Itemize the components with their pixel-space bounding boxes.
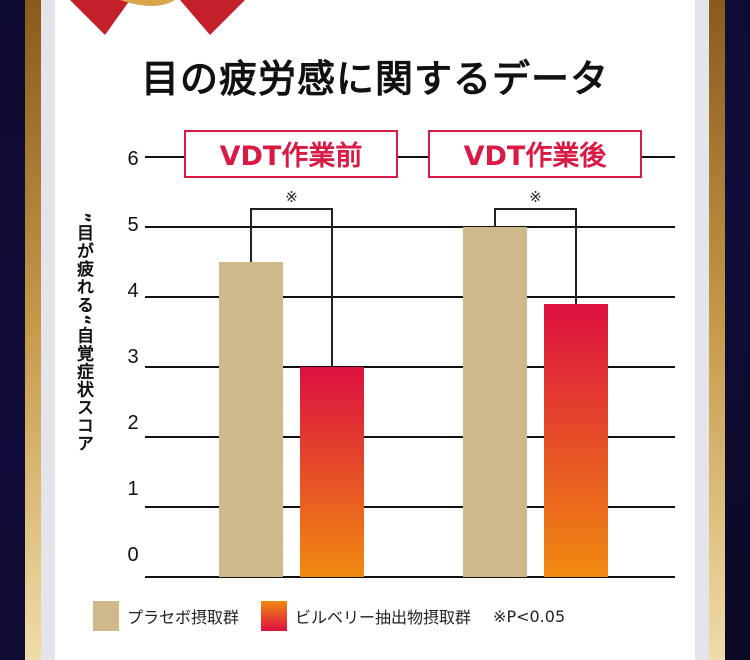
bar-placebo <box>463 227 527 577</box>
y-tick-label: 5 <box>127 214 138 236</box>
y-tick-label: 6 <box>127 148 138 170</box>
category-label-box <box>184 130 398 178</box>
category-label: VDT作業後 <box>464 141 608 172</box>
gold-frame-right <box>709 0 725 660</box>
y-tick-label: 3 <box>127 346 138 368</box>
category-label-box <box>428 130 642 178</box>
bar-bilberry <box>300 367 364 577</box>
significance-mark: ※ <box>529 188 542 206</box>
category-label: VDT作業前 <box>220 140 363 172</box>
legend: プラセボ摂取群 ビルベリー抽出物摂取群 ※P<0.05 <box>93 600 565 632</box>
legend-label-bilberry: ビルベリー抽出物摂取群 <box>295 608 472 627</box>
y-tick-label: 1 <box>127 478 138 500</box>
y-tick-label: 2 <box>127 412 138 434</box>
legend-label-placebo: プラセボ摂取群 <box>127 608 240 627</box>
significance-bracket <box>494 208 577 304</box>
significance-mark: ※ <box>285 188 298 206</box>
significance-bracket <box>250 208 333 367</box>
y-tick-label: 0 <box>127 544 138 566</box>
gold-frame-left <box>25 0 41 660</box>
legend-swatch-bilberry <box>261 601 288 631</box>
y-tick-label: 4 <box>127 280 138 302</box>
footnote: ※P<0.05 <box>493 606 566 626</box>
bar-placebo <box>219 262 283 577</box>
bar-bilberry <box>544 304 608 577</box>
legend-swatch-placebo <box>93 601 119 631</box>
y-axis-label: ”目が疲れる“自覚症状スコア <box>73 212 93 453</box>
page-title: 目の疲労感に関するデータ <box>140 57 609 101</box>
